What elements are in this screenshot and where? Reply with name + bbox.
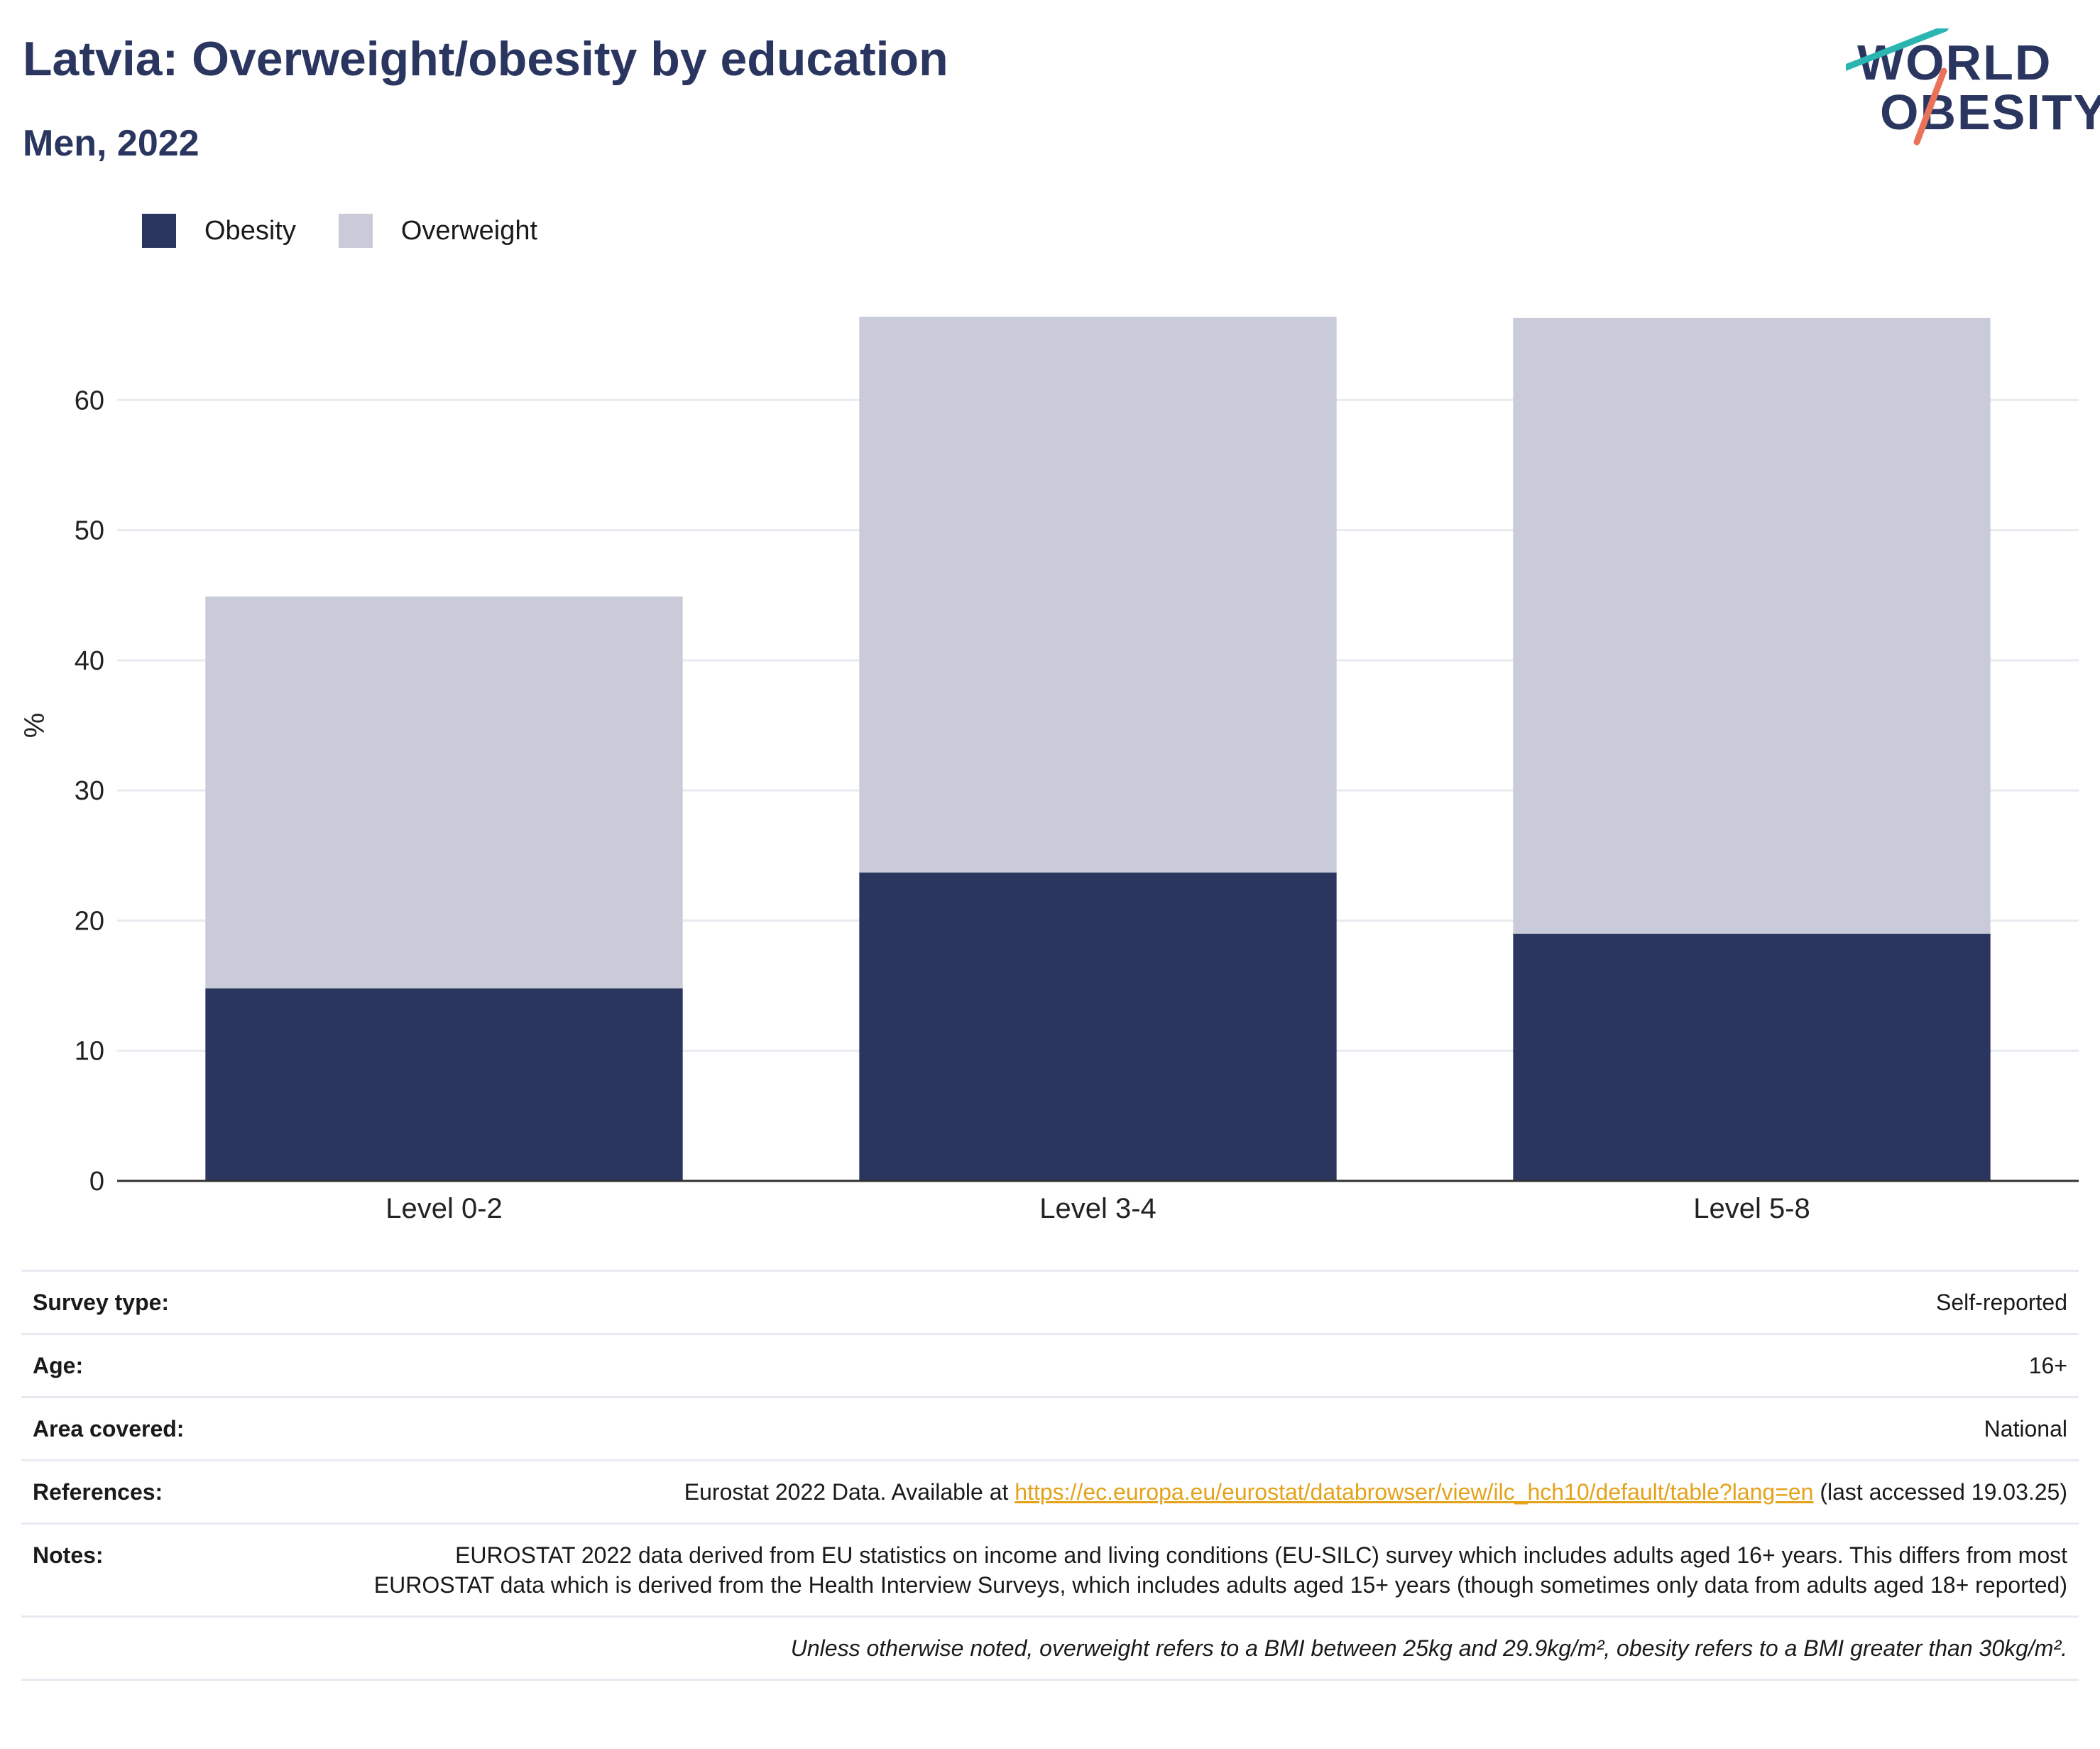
- survey-type-value: Self-reported: [1936, 1290, 2067, 1315]
- y-tick-label-50: 50: [75, 516, 104, 546]
- bar-overweight-1: [205, 596, 683, 988]
- legend-swatch-obesity: [142, 214, 176, 248]
- y-axis-label: %: [19, 713, 50, 739]
- references-prefix: Eurostat 2022 Data. Available at: [684, 1479, 1015, 1505]
- references-label: References:: [33, 1479, 163, 1505]
- info-table: Survey type: Self-reported Age: 16+ Area…: [21, 1270, 2079, 1681]
- logo-text-line1: WORLD: [1857, 35, 2052, 90]
- info-row-area: Area covered: National: [21, 1396, 2079, 1459]
- page-title: Latvia: Overweight/obesity by education: [23, 32, 948, 86]
- y-tick-label-0: 0: [89, 1167, 104, 1197]
- legend-swatch-overweight: [338, 214, 373, 248]
- legend-item-obesity: Obesity: [142, 214, 296, 248]
- bar-overweight-3: [1513, 317, 1991, 934]
- x-tick-label-1: Level 0-2: [385, 1193, 503, 1224]
- x-tick-label-3: Level 5-8: [1693, 1193, 1810, 1224]
- survey-type-label: Survey type:: [33, 1290, 170, 1315]
- x-tick-label-2: Level 3-4: [1039, 1193, 1156, 1224]
- references-suffix: (last accessed 19.03.25): [1813, 1479, 2067, 1505]
- area-label: Area covered:: [33, 1416, 185, 1442]
- chart-legend: Obesity Overweight: [142, 213, 580, 249]
- stacked-bar-chart: 0 10 20 30 40 50 60% Level 0-2 Level 3-4 Level 5-…: [19, 316, 2079, 1224]
- notes-label: Notes:: [33, 1542, 104, 1568]
- info-row-survey-type: Survey type: Self-reported: [21, 1270, 2079, 1333]
- legend-label-overweight: Overweight: [400, 215, 538, 246]
- y-tick-label-20: 20: [75, 906, 104, 936]
- y-tick-label-30: 30: [75, 776, 104, 806]
- y-tick-label-40: 40: [75, 646, 104, 676]
- info-row-footnote: Unless otherwise noted, overweight refer…: [21, 1615, 2079, 1681]
- bar-obesity-2: [859, 872, 1337, 1181]
- world-obesity-logo: WORLD OBESITY: [1846, 28, 2100, 149]
- bar-overweight-2: [859, 316, 1337, 873]
- logo-text-line2: OBESITY: [1880, 85, 2100, 140]
- references-link[interactable]: https://ec.europa.eu/eurostat/databrowse…: [1015, 1479, 1814, 1505]
- legend-item-overweight: Overweight: [338, 214, 538, 248]
- info-row-notes: Notes: EUROSTAT 2022 data derived from E…: [21, 1522, 2079, 1615]
- y-tick-label-60: 60: [75, 386, 104, 415]
- y-tick-label-10: 10: [75, 1037, 104, 1067]
- page-subtitle: Men, 2022: [23, 123, 199, 164]
- bmi-footnote: Unless otherwise noted, overweight refer…: [790, 1635, 2067, 1661]
- logo-slash-icon: [1846, 28, 1949, 146]
- notes-value: EUROSTAT 2022 data derived from EU stati…: [373, 1542, 2067, 1598]
- age-label: Age:: [33, 1353, 84, 1378]
- references-value: Eurostat 2022 Data. Available at https:/…: [331, 1477, 2067, 1507]
- area-value: National: [1984, 1416, 2067, 1442]
- info-row-age: Age: 16+: [21, 1333, 2079, 1396]
- age-value: 16+: [2028, 1353, 2067, 1378]
- legend-label-obesity: Obesity: [204, 215, 296, 246]
- bar-obesity-1: [205, 988, 683, 1181]
- info-row-references: References: Eurostat 2022 Data. Availabl…: [21, 1459, 2079, 1522]
- bar-obesity-3: [1513, 933, 1991, 1181]
